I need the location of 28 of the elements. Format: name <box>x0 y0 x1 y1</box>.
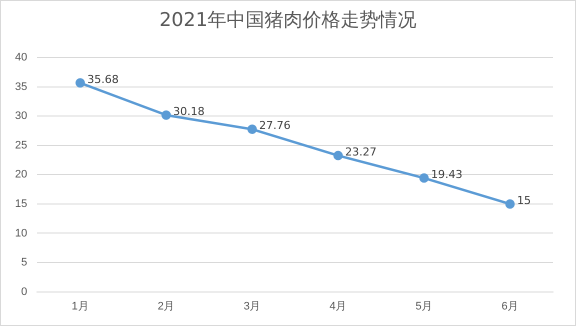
y-tick-label: 40 <box>14 52 28 64</box>
point <box>333 150 343 160</box>
y-tick-label: 10 <box>14 227 28 240</box>
data-label: 35.68 <box>87 72 119 86</box>
point <box>75 78 85 88</box>
point <box>505 199 515 209</box>
y-tick-label: 5 <box>21 256 28 269</box>
y-tick-label: 35 <box>14 80 28 93</box>
data-label: 30.18 <box>173 104 205 118</box>
y-tick-label: 20 <box>14 168 28 181</box>
x-tick-label: 2月 <box>158 300 175 312</box>
point <box>247 124 257 134</box>
point <box>161 110 171 120</box>
data-label: 27.76 <box>259 119 291 132</box>
y-tick-label: 25 <box>14 139 28 152</box>
x-tick-label: 5月 <box>415 300 433 312</box>
y-tick-label: 30 <box>14 110 28 122</box>
point <box>419 173 429 183</box>
data-label: 23.27 <box>345 145 377 158</box>
y-tick-label: 0 <box>21 286 28 298</box>
x-tick-label: 6月 <box>501 300 519 312</box>
data-label: 15 <box>517 194 532 207</box>
x-tick-label: 1月 <box>72 300 89 312</box>
x-tick-label: 3月 <box>244 300 261 312</box>
data-label: 19.43 <box>431 168 463 181</box>
y-tick-label: 15 <box>14 198 28 210</box>
chart-title: 2021年中国猪肉价格走势情况 <box>158 8 418 33</box>
x-tick-label: 4月 <box>330 300 347 312</box>
